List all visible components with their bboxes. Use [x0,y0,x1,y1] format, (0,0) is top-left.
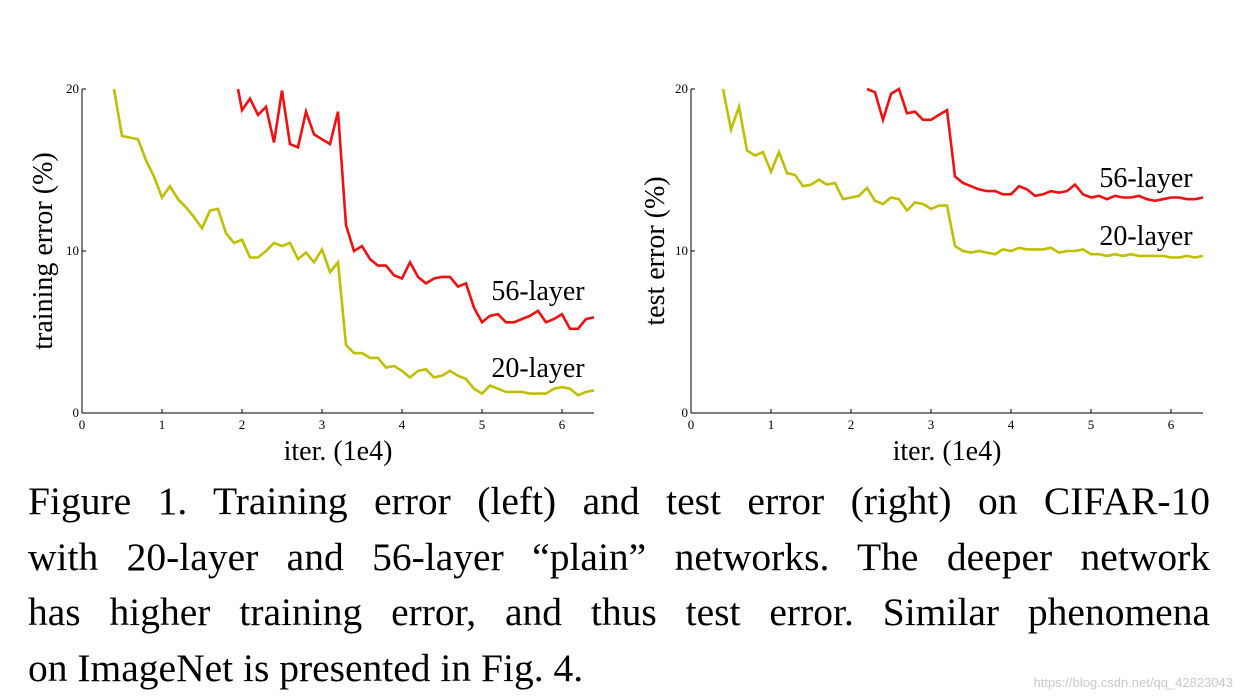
series-label-56-layer: 56-layer [491,276,585,307]
x-tick-label: 6 [1168,417,1175,432]
x-tick-label: 5 [1088,417,1095,432]
training-error-chart: 0 1 2 3 4 5 6 0 10 20 iter. (1e4) training error (%… [28,81,595,467]
watermark-text: https://blog.csdn.net/qq_42823043 [1033,675,1234,690]
test-error-chart: 0 1 2 3 4 5 6 0 10 20 iter. (1e4) test error (%) 56-… [640,81,1204,467]
series-line-56-layer [866,87,1204,203]
x-tick-label: 4 [399,417,406,432]
caption-line-1: Figure 1. Training error (left) and test… [28,479,1210,523]
series-label-56-layer: 56-layer [1099,163,1193,194]
x-axis-label: iter. (1e4) [893,436,1002,467]
caption-line-4: on ImageNet is presented in Fig. 4. [28,645,584,690]
x-tick-label: 0 [79,417,86,432]
x-tick-label: 3 [319,417,326,432]
y-tick-label: 20 [66,81,79,96]
x-tick-label: 5 [479,417,486,432]
figure-caption: Figure 1. Training error (left) and test… [28,474,1210,696]
y-tick-label: 20 [675,81,688,96]
x-tick-label: 1 [768,417,775,432]
x-tick-label: 4 [1008,417,1015,432]
x-tick-label: 3 [928,417,935,432]
x-tick-label: 1 [159,417,166,432]
series-line-56-layer [236,88,595,331]
x-axis-label: iter. (1e4) [284,436,393,467]
y-tick-label: 10 [66,243,79,258]
series-label-20-layer: 20-layer [491,353,585,384]
y-axis-label: test error (%) [640,176,671,325]
series-label-20-layer: 20-layer [1099,221,1193,252]
y-tick-label: 0 [73,405,80,420]
caption-line-3: has higher training error, and thus test… [28,590,1210,634]
y-tick-label: 10 [675,243,688,258]
x-tick-label: 2 [848,417,855,432]
x-tick-label: 6 [559,417,566,432]
series-line-20-layer [112,88,595,397]
y-tick-label: 0 [682,405,689,420]
x-tick-label: 0 [688,417,695,432]
y-axis-label: training error (%) [28,152,59,349]
x-tick-label: 2 [239,417,246,432]
series-line-20-layer [721,88,1204,259]
caption-line-2: with 20-layer and 56-layer “plain” netwo… [28,534,1210,579]
